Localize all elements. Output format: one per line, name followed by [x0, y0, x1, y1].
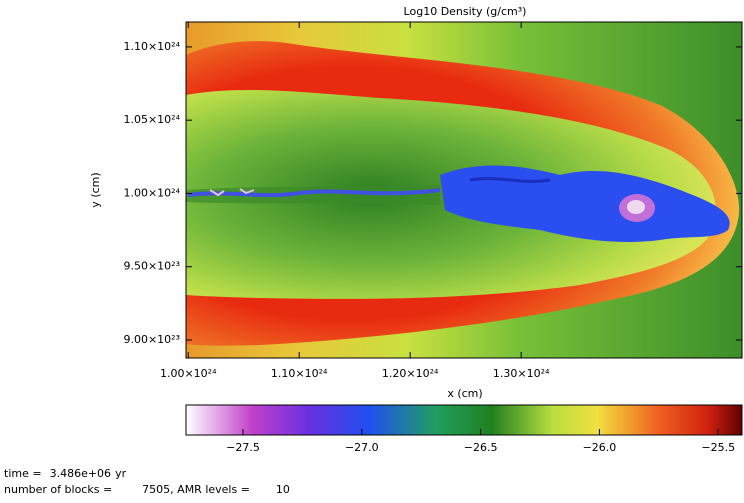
colorbar-tick-label: −27.5	[226, 441, 260, 454]
y-axis-label: y (cm)	[89, 172, 102, 207]
blocks-label: number of blocks =	[4, 483, 112, 496]
colorbar-tick-label: −26.5	[464, 441, 498, 454]
chart-title: Log10 Density (g/cm³)	[404, 5, 527, 18]
y-tick-label: 9.50×10²³	[123, 260, 180, 273]
colorbar-tick-label: −27.0	[345, 441, 379, 454]
amr-label: , AMR levels =	[170, 483, 250, 496]
colorbar-tick-label: −25.5	[701, 441, 735, 454]
time-value: 3.486e+06	[50, 467, 111, 480]
time-label: time =	[4, 467, 42, 480]
plot-frame	[185, 21, 743, 359]
colorbar-tick-label: −26.0	[583, 441, 617, 454]
amr-value: 10	[276, 483, 290, 496]
blocks-value: 7505	[142, 483, 170, 496]
density-image	[186, 22, 742, 358]
x-axis-label: x (cm)	[447, 387, 482, 400]
y-tick-label: 1.00×10²⁴	[123, 186, 180, 199]
x-tick-label: 1.30×10²⁴	[493, 367, 550, 380]
x-tick-label: 1.10×10²⁴	[271, 367, 328, 380]
y-tick-label: 1.10×10²⁴	[123, 40, 180, 53]
y-tick-label: 9.00×10²³	[123, 333, 180, 346]
x-tick-label: 1.20×10²⁴	[382, 367, 439, 380]
time-unit: yr	[115, 467, 127, 480]
time-line: time = 3.486e+06 yr	[4, 467, 127, 480]
x-tick-label: 1.00×10²⁴	[160, 367, 217, 380]
blocks-line: number of blocks = 7505, AMR levels = 10	[4, 483, 290, 496]
colorbar	[185, 404, 743, 436]
y-tick-label: 1.05×10²⁴	[123, 113, 180, 126]
